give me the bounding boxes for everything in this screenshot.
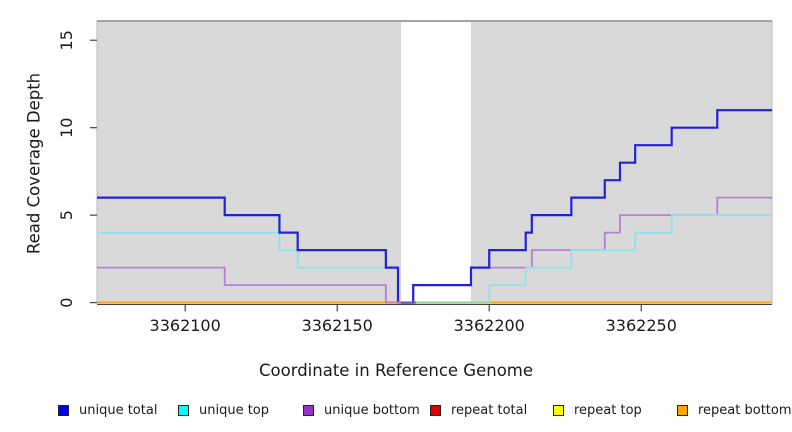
y-axis-title: Read Coverage Depth: [24, 72, 44, 255]
legend-swatch-repeat-total: [430, 404, 441, 416]
legend-label-unique-total: unique total: [79, 402, 158, 418]
coverage-plot: 3362100 3362150 3362200 3362250 0 5 10 15: [57, 20, 773, 335]
legend-label-unique-top: unique top: [199, 402, 270, 418]
legend-item-repeat-top: repeat top: [553, 401, 642, 419]
svg-text:5: 5: [57, 210, 76, 220]
series-unique-top: [97, 214, 772, 304]
x-axis-title: Coordinate in Reference Genome: [258, 361, 534, 380]
legend-item-repeat-bottom: repeat bottom: [677, 401, 792, 419]
legend-swatch-repeat-top: [553, 404, 564, 416]
legend-swatch-unique-total: [58, 404, 69, 416]
svg-text:15: 15: [57, 30, 76, 50]
svg-text:0: 0: [57, 298, 76, 308]
svg-text:3362200: 3362200: [454, 316, 525, 335]
legend-swatch-unique-bottom: [303, 404, 314, 416]
legend-label-unique-bottom: unique bottom: [324, 402, 420, 418]
legend-label-repeat-total: repeat total: [451, 402, 528, 418]
legend-swatch-unique-top: [178, 404, 189, 416]
svg-text:10: 10: [57, 118, 76, 138]
legend: unique total unique top unique bottom re…: [0, 401, 792, 423]
legend-label-repeat-top: repeat top: [574, 402, 642, 418]
svg-text:3362100: 3362100: [150, 316, 221, 335]
legend-label-repeat-bottom: repeat bottom: [698, 402, 792, 418]
svg-text:3362250: 3362250: [606, 316, 677, 335]
legend-item-repeat-total: repeat total: [430, 401, 527, 419]
series-unique-total: [97, 109, 772, 304]
svg-text:3362150: 3362150: [302, 316, 373, 335]
legend-item-unique-bottom: unique bottom: [303, 401, 420, 419]
legend-item-unique-total: unique total: [58, 401, 157, 419]
legend-item-unique-top: unique top: [178, 401, 269, 419]
series-unique-bottom: [97, 196, 772, 304]
legend-swatch-repeat-bottom: [677, 404, 688, 416]
